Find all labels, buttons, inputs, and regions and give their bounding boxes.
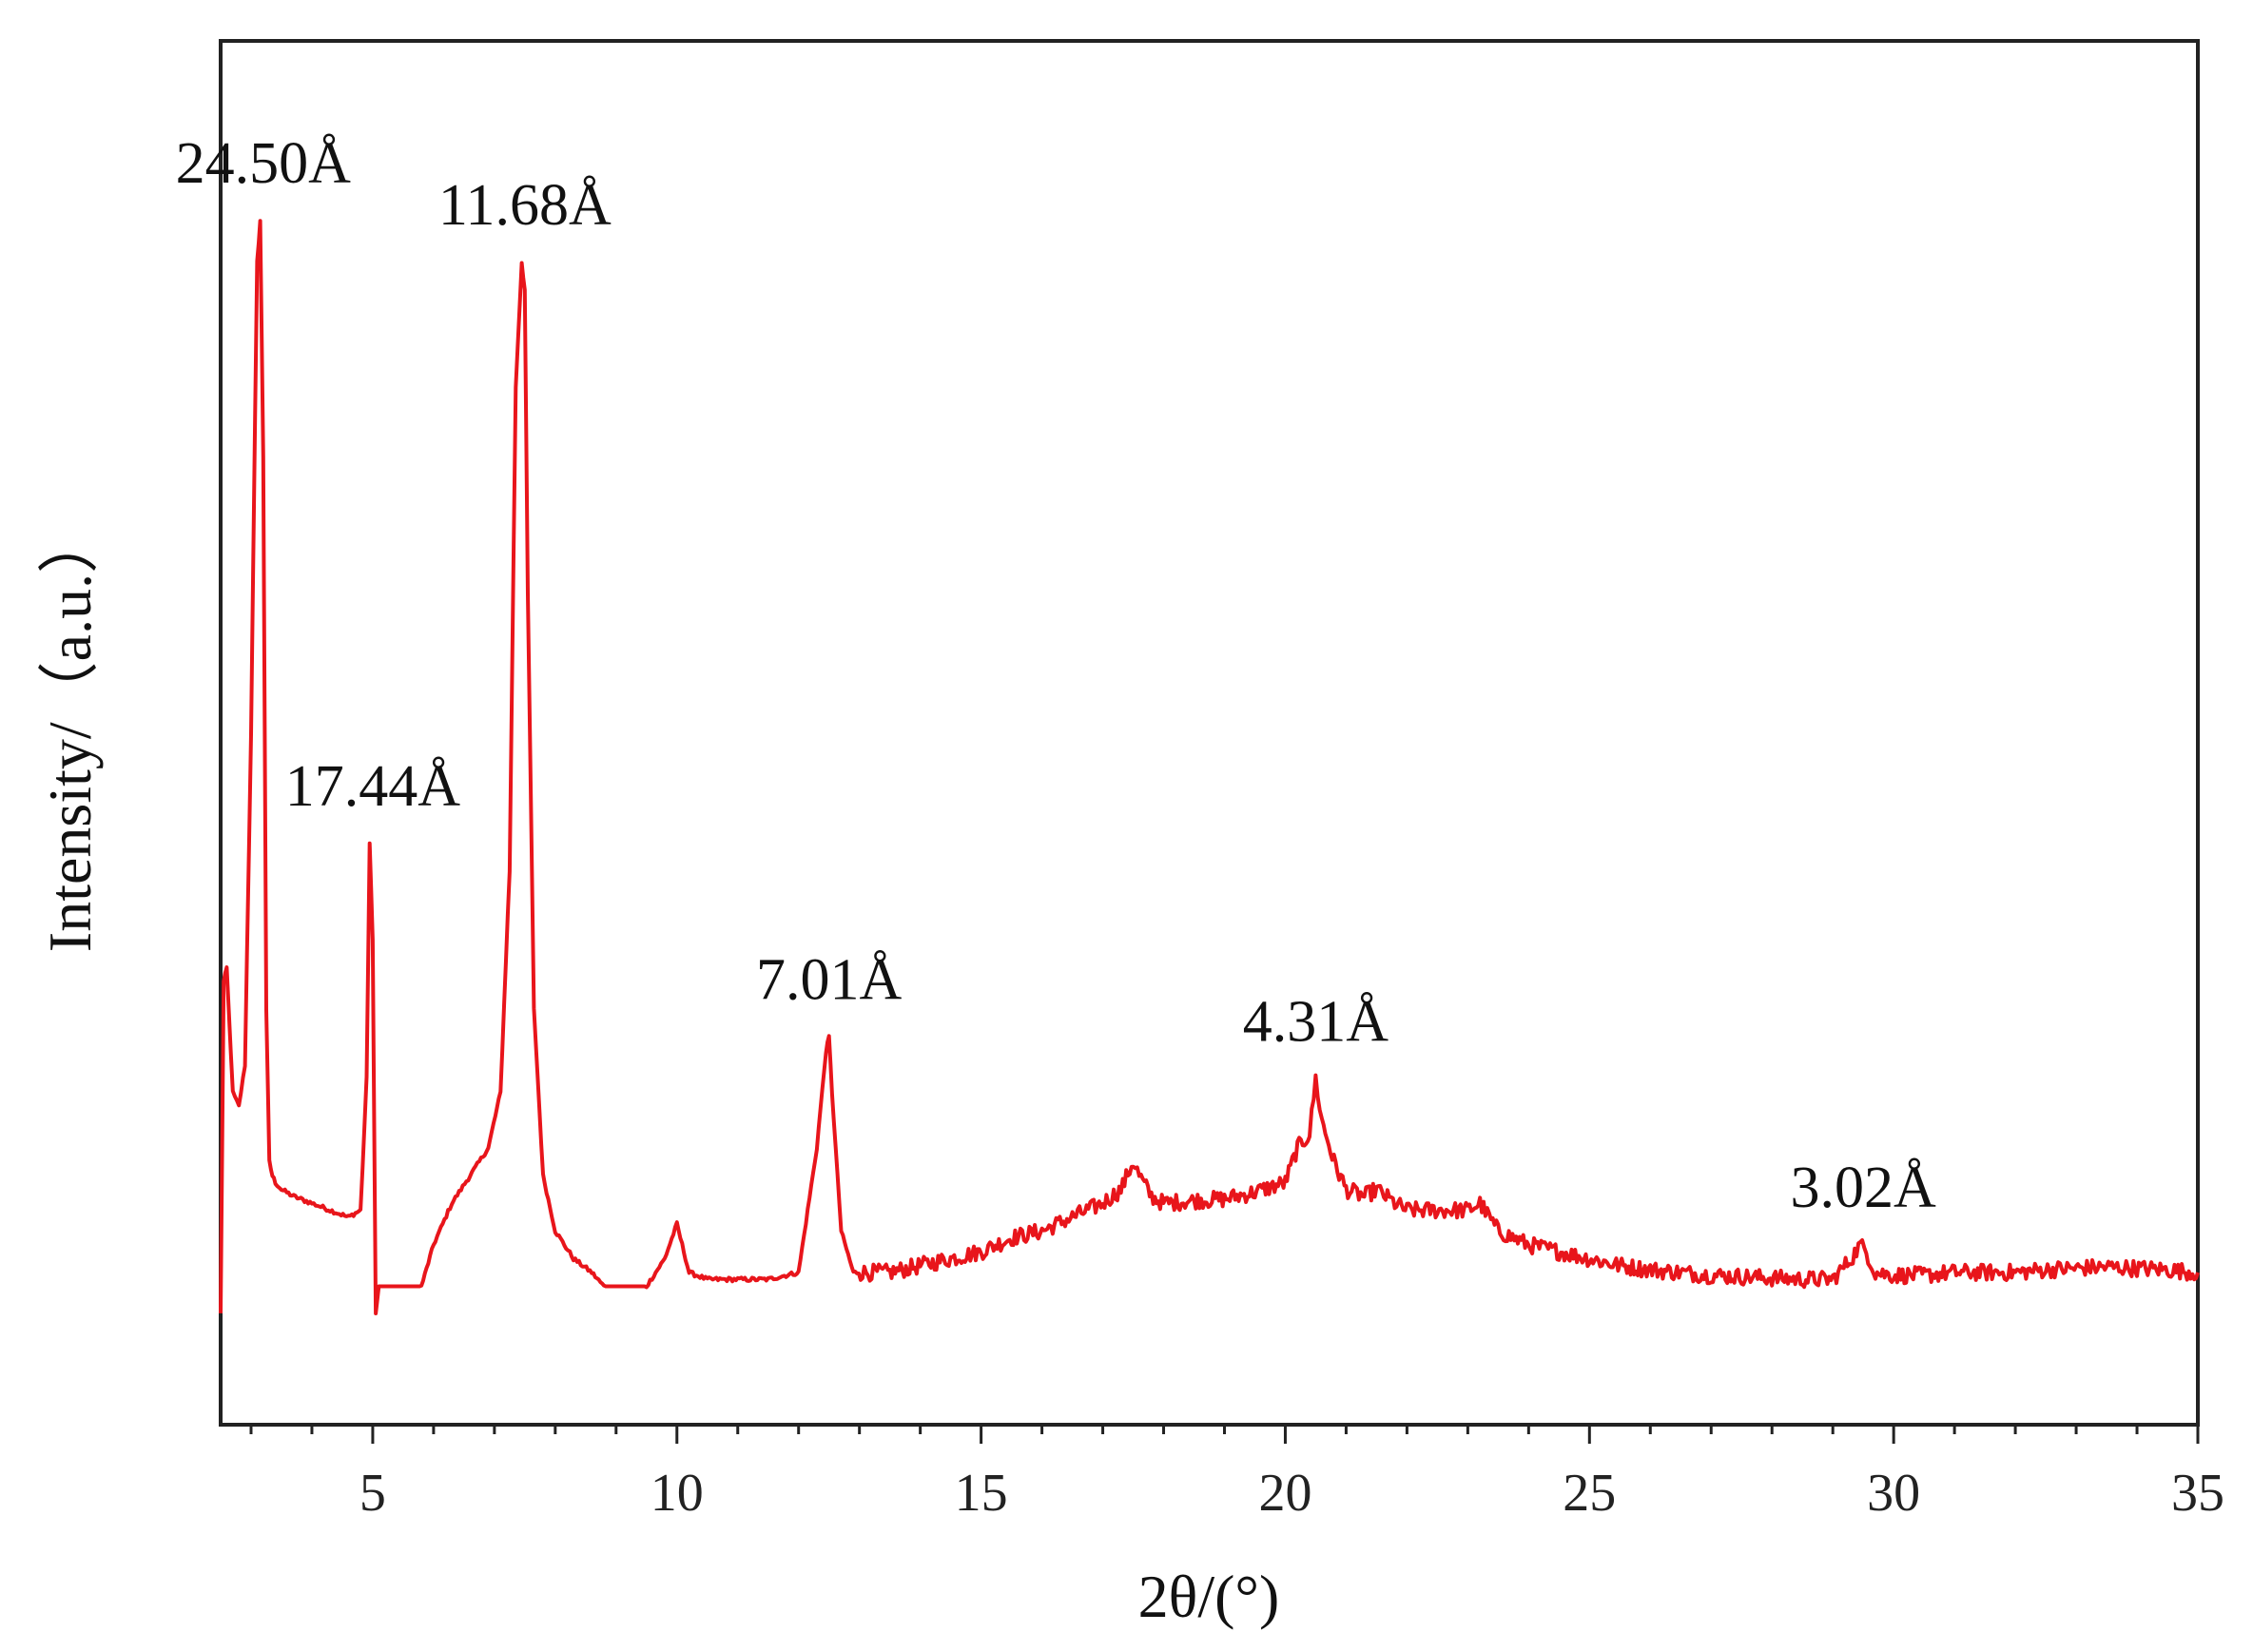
- peak-label: 17.44Å: [285, 754, 461, 819]
- peak-label: 24.50Å: [176, 131, 352, 196]
- x-axis-ticks: [249, 1425, 2200, 1444]
- x-tick-label: 35: [2171, 1464, 2224, 1523]
- x-tick-label: 25: [1563, 1464, 1616, 1523]
- series-line: [219, 219, 2200, 1315]
- x-tick-label: 5: [359, 1464, 386, 1523]
- x-tick-label: 15: [955, 1464, 1008, 1523]
- peak-label: 11.68Å: [438, 173, 612, 238]
- peak-label: 3.02Å: [1791, 1156, 1937, 1220]
- x-tick-label: 20: [1258, 1464, 1311, 1523]
- x-axis-title: 2θ/(°): [1138, 1563, 1280, 1630]
- peak-label: 4.31Å: [1243, 989, 1389, 1054]
- plot-frame: [219, 39, 2200, 1427]
- x-tick-label: 30: [1867, 1464, 1920, 1523]
- peak-labels: 24.50Å 11.68Å 17.44Å 7.01Å 4.31Å 3.02Å: [176, 131, 1936, 1220]
- x-axis-tick-labels: 5 10 15 20 25 30 35: [359, 1464, 2224, 1523]
- x-tick-label: 10: [651, 1464, 704, 1523]
- y-axis-title: Intensity/（a.u.）: [36, 513, 104, 952]
- peak-label: 7.01Å: [756, 948, 903, 1013]
